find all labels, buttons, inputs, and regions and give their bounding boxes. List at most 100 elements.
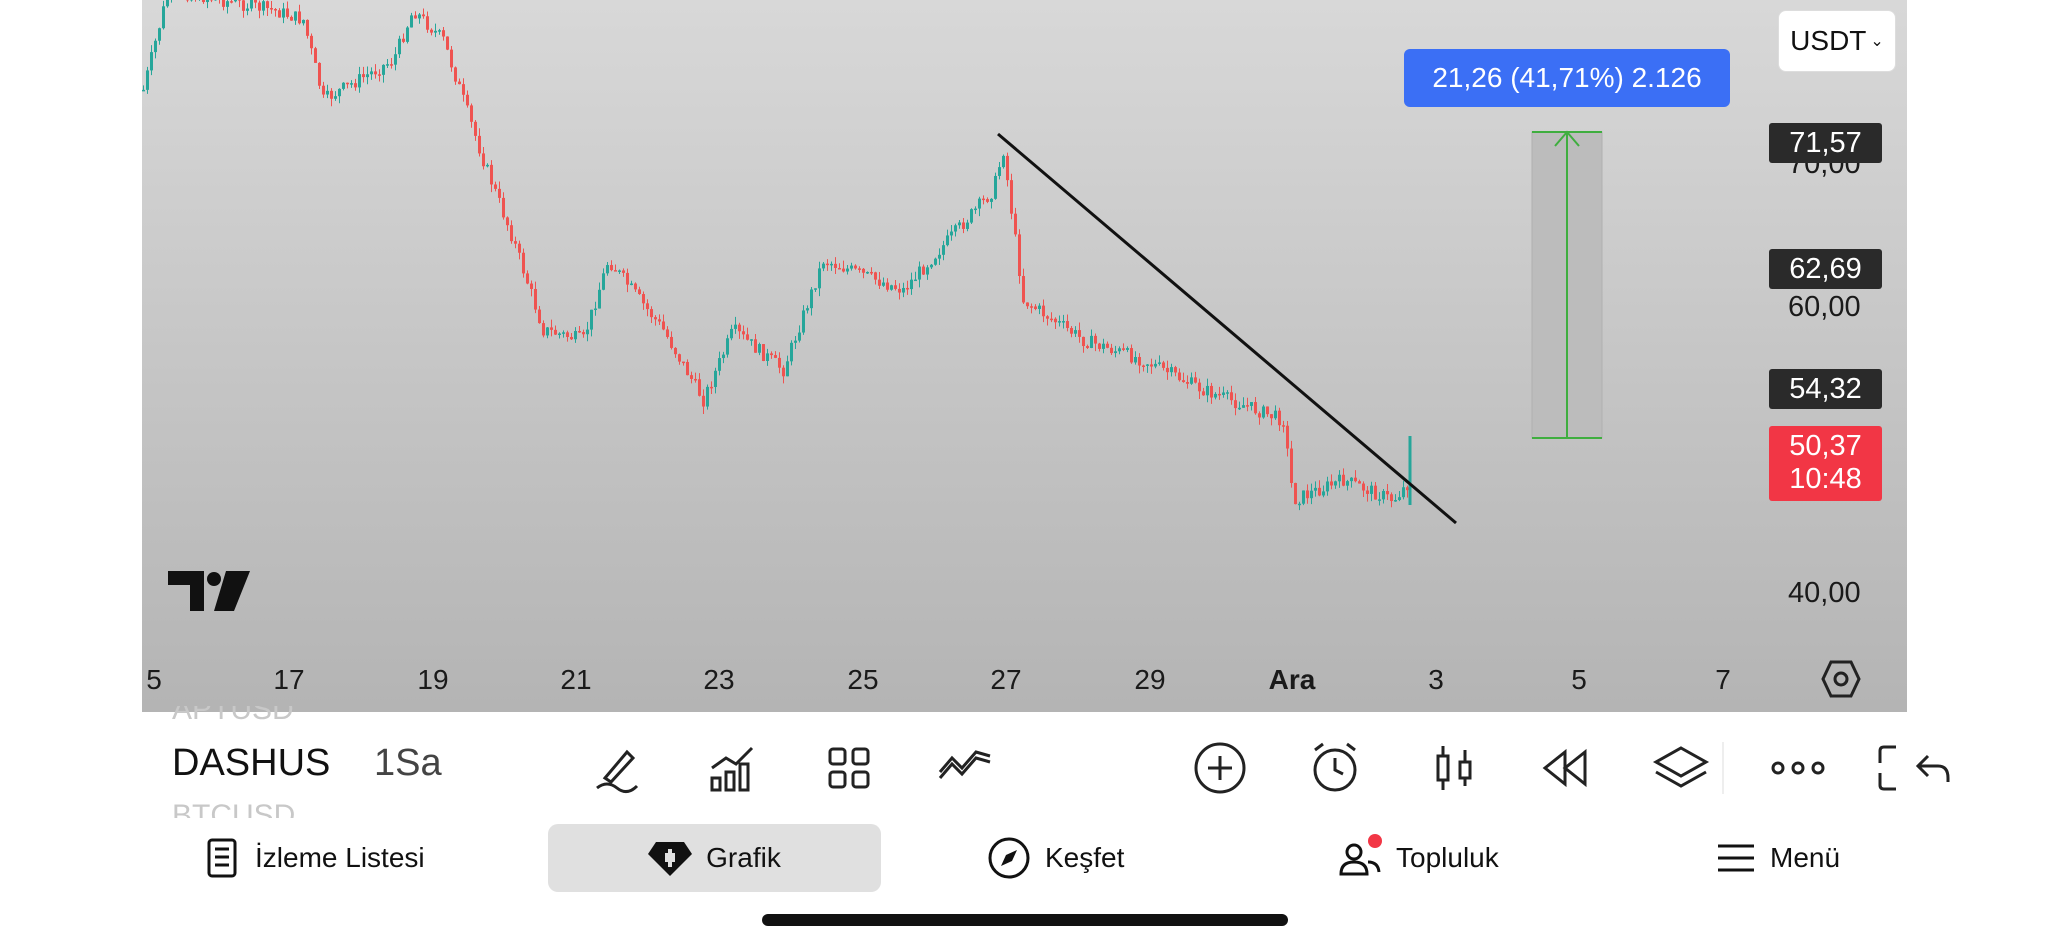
candle [358,74,361,88]
nav-explore[interactable]: Keşfet [987,824,1124,892]
candle [746,334,749,340]
time-axis-label: 27 [990,664,1022,695]
price-tag: 62,69 [1769,249,1882,289]
candle [462,84,465,95]
candle [798,332,801,341]
candle [742,331,745,335]
compare-icon[interactable] [935,740,995,796]
candle [706,386,709,407]
candle [410,15,413,28]
candle [490,164,493,185]
candle [322,85,325,95]
candle [514,241,517,244]
symbol-prev[interactable]: APTUSD [172,706,294,726]
candle [1234,400,1237,409]
candle [1254,402,1257,414]
candle [1026,302,1029,307]
candle [398,38,401,55]
candle [1298,503,1301,506]
candle [370,71,373,75]
candle [422,14,425,17]
candle [1374,485,1377,500]
time-axis-label: 23 [703,664,735,695]
candle [234,0,237,2]
home-indicator [762,914,1288,926]
candle [274,9,277,11]
chart-area[interactable]: USDT ⌄ 21,26 (41,71%) 2.126 70,00 60,00 … [142,0,1907,712]
candle [582,332,585,335]
trendline[interactable] [997,132,1457,525]
candle [974,208,977,211]
compass-icon [988,837,1030,879]
more-icon[interactable] [1768,740,1828,796]
undo-icon[interactable] [1902,740,1962,796]
nav-watchlist[interactable]: İzleme Listesi [205,824,425,892]
candle [1018,234,1021,277]
fullscreen-icon[interactable] [1874,740,1907,796]
chart-settings-icon[interactable] [1821,660,1861,698]
interval-select[interactable]: 1Sa [374,742,442,784]
candle [1150,364,1153,367]
nav-chart[interactable]: Grafik [548,824,881,892]
candle [482,153,485,167]
candle [1178,372,1181,381]
candle [246,8,249,11]
candle [414,15,417,19]
candle [442,30,445,37]
symbol-name[interactable]: DASHUS [172,742,331,784]
candle [906,287,909,290]
candle [694,378,697,381]
nav-label: İzleme Listesi [255,842,425,873]
candle [162,6,165,29]
alert-icon[interactable] [1305,740,1365,796]
currency-select[interactable]: USDT ⌄ [1778,10,1896,72]
candle [1034,306,1037,309]
candle [222,0,225,7]
candle [166,0,169,7]
candle [1170,367,1173,373]
candle [1206,385,1209,396]
templates-icon[interactable] [819,740,879,796]
candle [810,289,813,309]
nav-label: Menü [1770,842,1841,873]
nav-community[interactable]: Topluluk [1338,824,1499,892]
candle [754,339,757,353]
replay-icon[interactable] [1535,740,1595,796]
candle [1030,306,1033,308]
candle [154,40,157,53]
candle [146,70,149,90]
candle [1158,362,1161,364]
candle [438,30,441,32]
symbol-next[interactable]: BTCUSD [172,801,296,818]
candle [934,258,937,265]
candle [870,271,873,274]
price-chart[interactable] [142,0,1907,712]
candle [658,319,661,322]
bottom-nav: İzleme Listesi Grafik Keşfet Topluluk Me… [0,818,2048,945]
candle [250,0,253,9]
candle [1142,365,1145,368]
candle [634,283,637,290]
candle [942,245,945,255]
time-axis-label: 5 [1571,664,1587,695]
indicators-icon[interactable] [702,740,762,796]
time-axis-label: 19 [417,664,449,695]
candle [238,0,241,1]
candle [994,175,997,199]
candle [1230,392,1233,401]
candle [1094,335,1097,344]
layers-icon[interactable] [1651,740,1711,796]
pen-icon[interactable] [587,740,647,796]
candle [1238,407,1241,410]
candle [998,167,1001,176]
candle [830,263,833,266]
add-icon[interactable] [1190,740,1250,796]
last-price-value: 50,37 [1789,430,1862,462]
candle [566,332,569,337]
candle [606,265,609,274]
nav-menu[interactable]: Menü [1716,824,1840,892]
candle [898,288,901,293]
candle [922,266,925,275]
chart-type-icon[interactable] [1424,740,1484,796]
time-axis-label: 17 [273,664,305,695]
